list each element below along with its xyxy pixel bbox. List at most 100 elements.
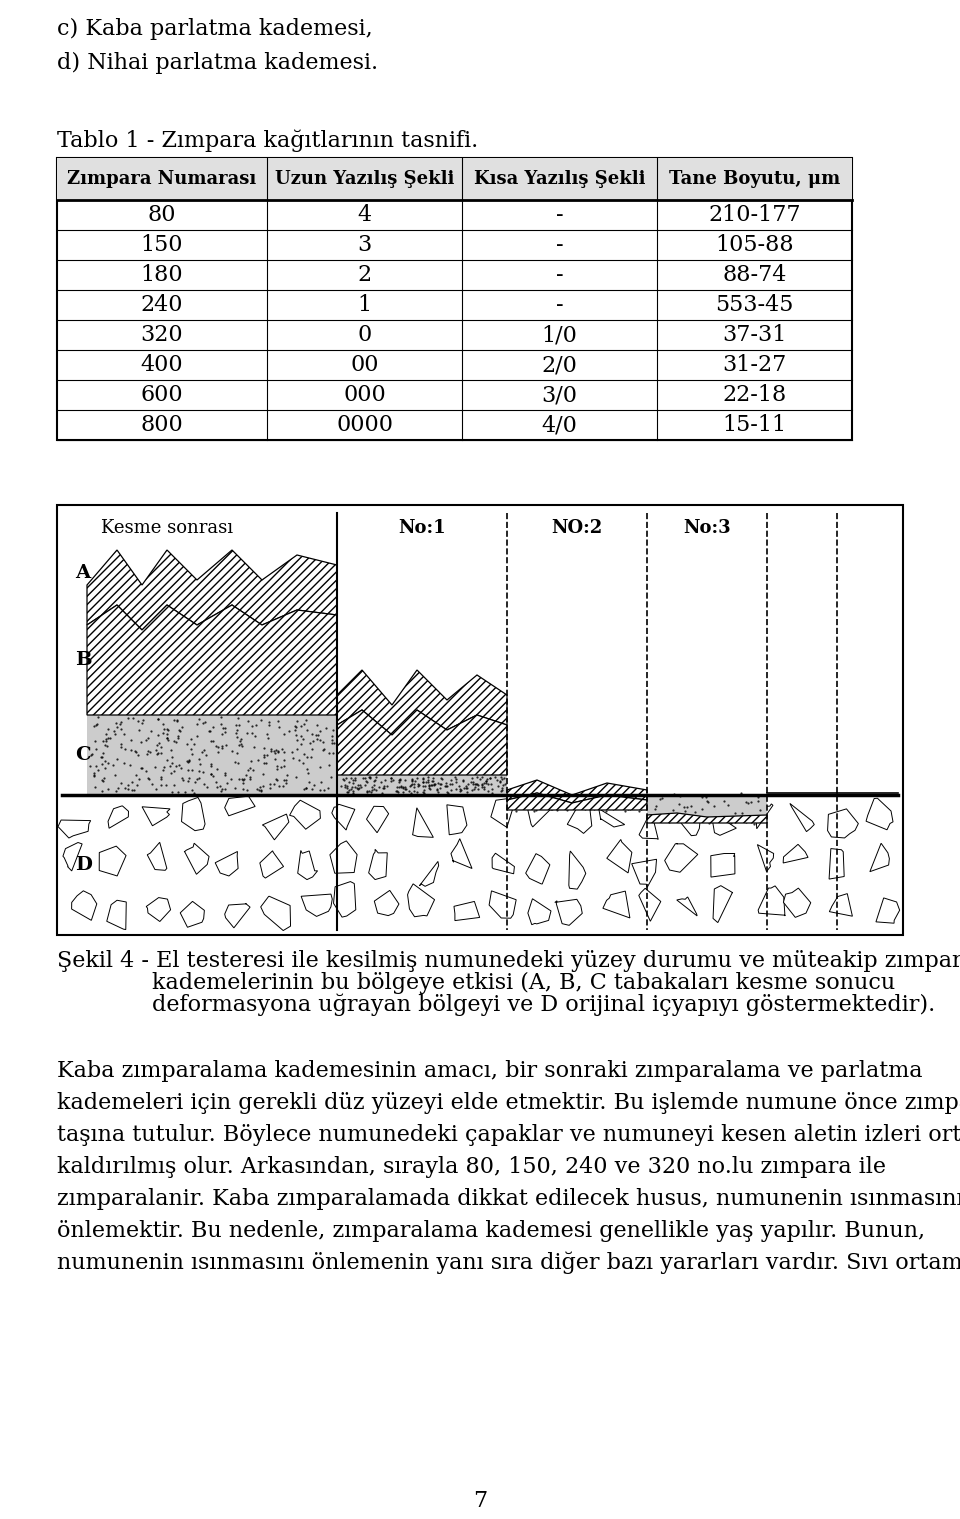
Text: 240: 240 [141, 295, 183, 316]
Polygon shape [260, 851, 283, 878]
Polygon shape [72, 890, 97, 921]
Text: -: - [556, 295, 564, 316]
Text: B: B [75, 652, 91, 668]
Polygon shape [374, 890, 399, 916]
Text: 88-74: 88-74 [722, 264, 786, 286]
Text: 150: 150 [141, 234, 183, 257]
Text: Tablo 1 - Zımpara kağıtlarının tasnifi.: Tablo 1 - Zımpara kağıtlarının tasnifi. [57, 131, 478, 152]
Polygon shape [215, 852, 238, 876]
Text: 320: 320 [141, 324, 183, 346]
Polygon shape [507, 793, 647, 810]
Bar [87, 715, 337, 794]
Polygon shape [337, 709, 507, 775]
Bar [62, 794, 898, 930]
Text: NO:2: NO:2 [551, 519, 603, 538]
Polygon shape [829, 849, 844, 880]
Polygon shape [454, 901, 480, 921]
Text: 2: 2 [357, 264, 372, 286]
Text: Kısa Yazılış Şekli: Kısa Yazılış Şekli [473, 170, 645, 188]
Polygon shape [87, 605, 337, 715]
Text: deformasyona uğrayan bölgeyi ve D orijinal içyapıyı göstermektedir).: deformasyona uğrayan bölgeyi ve D orijin… [152, 993, 935, 1016]
Text: kaldırılmış olur. Arkasından, sırayla 80, 150, 240 ve 320 no.lu zımpara ile: kaldırılmış olur. Arkasından, sırayla 80… [57, 1156, 886, 1179]
Text: Kesme sonrası: Kesme sonrası [101, 519, 233, 538]
Polygon shape [225, 796, 255, 816]
Polygon shape [866, 799, 893, 829]
Polygon shape [489, 890, 516, 917]
Polygon shape [783, 889, 811, 917]
Polygon shape [63, 843, 83, 870]
Polygon shape [507, 779, 647, 804]
Polygon shape [567, 802, 591, 834]
Polygon shape [146, 898, 171, 922]
Text: -: - [556, 264, 564, 286]
Polygon shape [639, 811, 659, 840]
Text: 000: 000 [343, 384, 386, 406]
Polygon shape [58, 820, 90, 838]
Polygon shape [677, 898, 697, 916]
Bar [57, 504, 903, 936]
Text: 15-11: 15-11 [723, 415, 786, 436]
Polygon shape [756, 804, 773, 829]
Text: 1/0: 1/0 [541, 324, 577, 346]
Polygon shape [107, 901, 127, 930]
Text: 210-177: 210-177 [708, 204, 801, 226]
Text: 553-45: 553-45 [715, 295, 794, 316]
Polygon shape [298, 851, 318, 880]
Text: Kaba zımparalama kademesinin amacı, bir sonraki zımparalama ve parlatma: Kaba zımparalama kademesinin amacı, bir … [57, 1060, 923, 1082]
Polygon shape [632, 860, 657, 887]
Text: zımparalanir. Kaba zımparalamada dikkat edilecek husus, numunenin ısınmasını: zımparalanir. Kaba zımparalamada dikkat … [57, 1188, 960, 1211]
Text: 400: 400 [141, 354, 183, 377]
Polygon shape [108, 807, 129, 828]
Text: C: C [75, 746, 90, 764]
Polygon shape [369, 849, 387, 880]
Polygon shape [492, 854, 515, 873]
Polygon shape [599, 808, 625, 826]
Polygon shape [330, 842, 357, 873]
Text: 3: 3 [357, 234, 372, 257]
Text: 00: 00 [350, 354, 379, 377]
Polygon shape [527, 799, 553, 826]
Polygon shape [555, 899, 583, 925]
Polygon shape [603, 892, 630, 917]
Polygon shape [261, 896, 291, 931]
Text: No:3: No:3 [684, 519, 731, 538]
Text: d) Nihai parlatma kademesi.: d) Nihai parlatma kademesi. [57, 52, 378, 74]
Text: 105-88: 105-88 [715, 234, 794, 257]
Polygon shape [664, 843, 698, 872]
Polygon shape [828, 808, 858, 838]
Polygon shape [677, 814, 700, 835]
Polygon shape [829, 893, 852, 916]
Polygon shape [783, 845, 808, 863]
Text: 4/0: 4/0 [541, 415, 577, 436]
Text: 3/0: 3/0 [541, 384, 578, 406]
Text: 22-18: 22-18 [722, 384, 786, 406]
Text: 0000: 0000 [336, 415, 393, 436]
Bar [57, 158, 852, 201]
Text: 0: 0 [357, 324, 372, 346]
Polygon shape [446, 805, 467, 835]
Polygon shape [142, 807, 170, 826]
Text: A: A [75, 564, 90, 582]
Polygon shape [333, 881, 356, 917]
Text: taşına tutulur. Böylece numunedeki çapaklar ve numuneyi kesen aletin izleri orta: taşına tutulur. Böylece numunedeki çapak… [57, 1124, 960, 1145]
Text: Şekil 4 - El testeresi ile kesilmiş numunedeki yüzey durumu ve müteakip zımparal: Şekil 4 - El testeresi ile kesilmiş numu… [57, 949, 960, 972]
Polygon shape [876, 898, 900, 924]
Text: Tane Boyutu, μm: Tane Boyutu, μm [669, 170, 840, 188]
Polygon shape [262, 814, 289, 840]
Text: 4: 4 [357, 204, 372, 226]
Text: Uzun Yazılış Şekli: Uzun Yazılış Şekli [275, 170, 454, 188]
Polygon shape [225, 904, 251, 928]
Polygon shape [569, 851, 586, 889]
Bar [647, 794, 767, 823]
Polygon shape [526, 854, 550, 884]
Polygon shape [647, 813, 767, 823]
Polygon shape [790, 804, 814, 831]
Text: -: - [556, 204, 564, 226]
Polygon shape [870, 843, 889, 872]
Text: 31-27: 31-27 [722, 354, 786, 377]
Polygon shape [758, 886, 785, 916]
Polygon shape [337, 670, 507, 735]
Polygon shape [181, 797, 205, 831]
Polygon shape [491, 797, 513, 828]
Polygon shape [607, 840, 632, 873]
